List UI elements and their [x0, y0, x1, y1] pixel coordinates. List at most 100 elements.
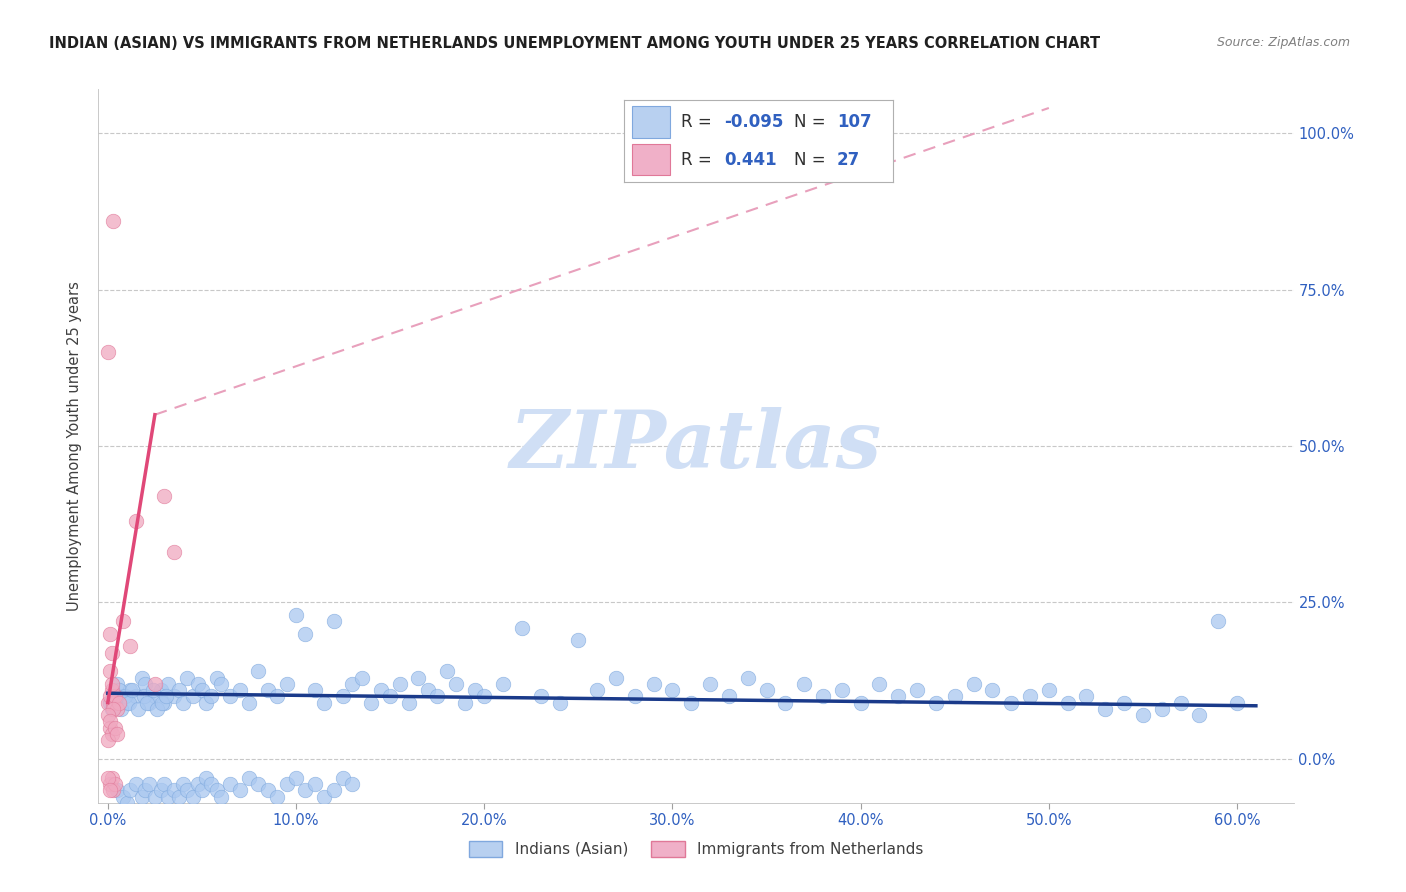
Point	[360, 696, 382, 710]
Point	[97, 733, 120, 747]
Point	[276, 677, 298, 691]
Text: Source: ZipAtlas.com: Source: ZipAtlas.com	[1216, 36, 1350, 49]
Point	[194, 771, 217, 785]
Point	[98, 690, 121, 704]
Point	[100, 677, 122, 691]
Point	[869, 677, 891, 691]
Point	[205, 783, 228, 797]
Point	[191, 783, 214, 797]
Point	[681, 696, 703, 710]
Point	[492, 677, 515, 691]
Point	[256, 783, 278, 797]
Point	[266, 690, 288, 704]
Point	[176, 783, 198, 797]
Point	[131, 671, 153, 685]
Point	[314, 696, 336, 710]
Point	[793, 677, 815, 691]
Point	[187, 677, 209, 691]
Point	[105, 727, 128, 741]
Point	[120, 783, 142, 797]
Point	[97, 771, 120, 785]
Point	[530, 690, 553, 704]
Point	[163, 690, 186, 704]
Point	[472, 690, 495, 704]
Point	[332, 690, 354, 704]
Point	[98, 714, 121, 729]
Point	[153, 777, 176, 791]
Point	[1150, 702, 1173, 716]
Point	[304, 777, 326, 791]
Point	[1188, 708, 1211, 723]
Point	[155, 690, 177, 704]
Point	[228, 683, 250, 698]
Point	[266, 789, 288, 804]
Point	[849, 696, 872, 710]
Point	[143, 677, 166, 691]
Point	[98, 783, 121, 797]
Point	[943, 690, 966, 704]
Point	[105, 702, 128, 716]
Point	[247, 777, 270, 791]
Point	[169, 683, 191, 698]
Point	[981, 683, 1004, 698]
Point	[145, 702, 167, 716]
Point	[108, 696, 131, 710]
Point	[97, 696, 120, 710]
Point	[117, 696, 139, 710]
Text: ZIPatlas: ZIPatlas	[510, 408, 882, 484]
Point	[103, 213, 125, 227]
Point	[661, 683, 683, 698]
Point	[454, 696, 477, 710]
Point	[153, 489, 176, 503]
Point	[152, 696, 174, 710]
Point	[887, 690, 910, 704]
Point	[962, 677, 984, 691]
Point	[105, 677, 128, 691]
Point	[100, 727, 122, 741]
Point	[115, 696, 138, 710]
Point	[1056, 696, 1078, 710]
Point	[586, 683, 609, 698]
Point	[548, 696, 571, 710]
Point	[219, 690, 242, 704]
Point	[142, 683, 165, 698]
Point	[717, 690, 740, 704]
Point	[149, 783, 172, 797]
Point	[205, 671, 228, 685]
Point	[398, 696, 420, 710]
Text: INDIAN (ASIAN) VS IMMIGRANTS FROM NETHERLANDS UNEMPLOYMENT AMONG YOUTH UNDER 25 : INDIAN (ASIAN) VS IMMIGRANTS FROM NETHER…	[49, 36, 1101, 51]
Point	[125, 690, 148, 704]
Point	[322, 614, 344, 628]
Point	[132, 690, 155, 704]
Point	[98, 777, 121, 791]
Point	[342, 677, 364, 691]
Point	[97, 345, 120, 359]
Point	[98, 721, 121, 735]
Point	[238, 771, 260, 785]
Point	[138, 696, 160, 710]
Point	[125, 777, 148, 791]
Point	[100, 771, 122, 785]
Point	[115, 796, 138, 810]
Point	[388, 677, 411, 691]
Y-axis label: Unemployment Among Youth under 25 years: Unemployment Among Youth under 25 years	[67, 281, 83, 611]
Point	[131, 789, 153, 804]
Point	[121, 683, 143, 698]
Point	[157, 789, 180, 804]
Point	[304, 683, 326, 698]
Point	[127, 702, 149, 716]
Point	[905, 683, 928, 698]
Point	[111, 614, 134, 628]
Point	[100, 646, 122, 660]
Point	[285, 607, 308, 622]
Point	[378, 690, 401, 704]
Point	[163, 783, 186, 797]
Point	[350, 671, 373, 685]
Point	[256, 683, 278, 698]
Point	[120, 683, 142, 698]
Point	[209, 789, 232, 804]
Point	[149, 683, 172, 698]
Point	[100, 683, 122, 698]
Point	[332, 771, 354, 785]
Point	[103, 783, 125, 797]
